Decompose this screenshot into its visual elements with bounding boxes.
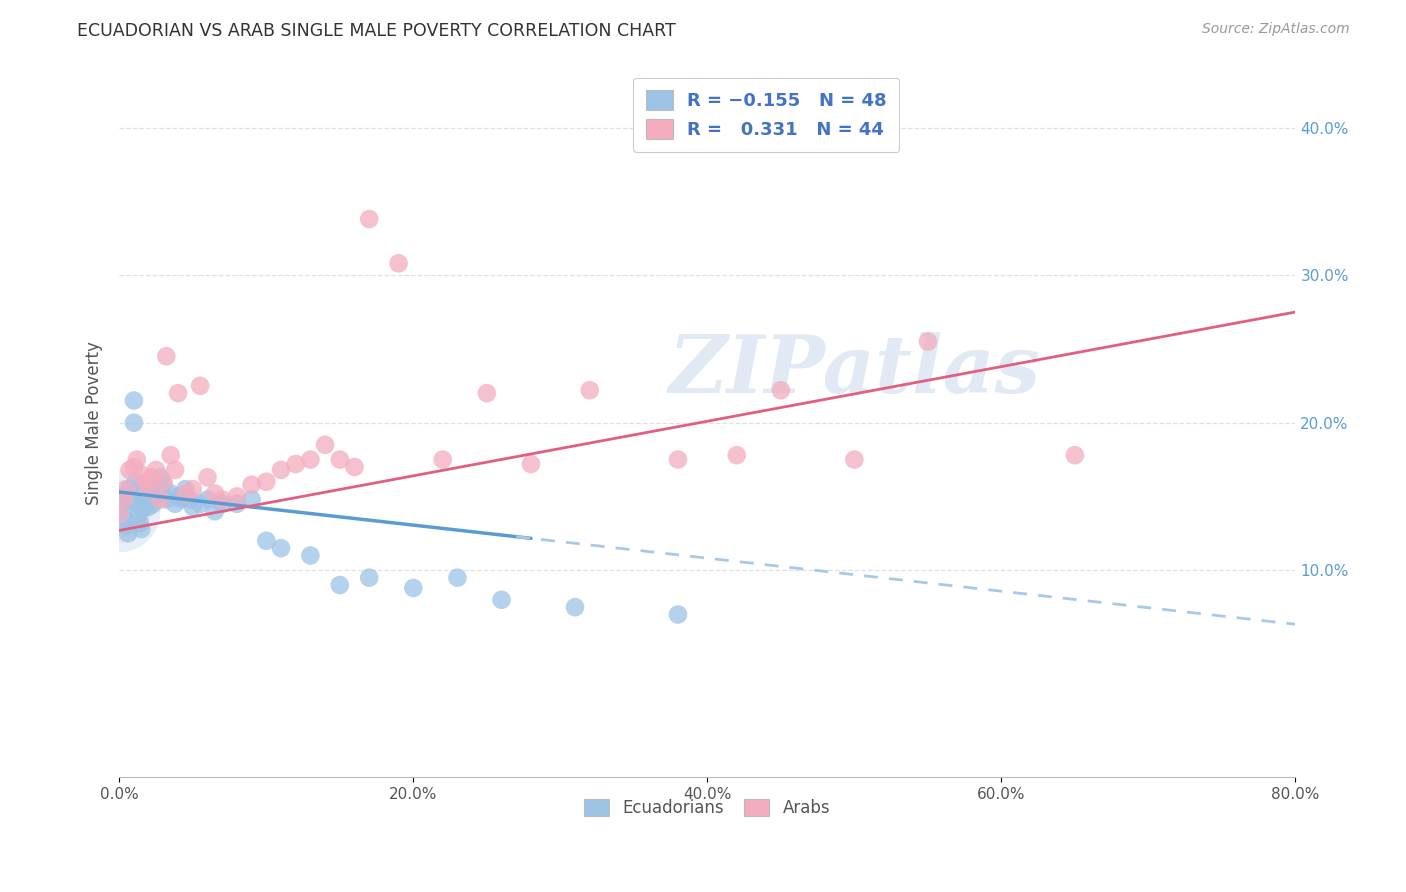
Point (284, 457, 307, 471)
Point (181, 500, 204, 514)
Point (114, 511, 136, 525)
Point (125, 497, 148, 511)
Point (167, 490, 190, 504)
Point (159, 486, 181, 500)
Point (174, 486, 197, 500)
Point (254, 533, 277, 548)
Point (359, 212, 381, 227)
Point (165, 463, 187, 477)
Point (329, 578, 352, 592)
Point (666, 452, 689, 467)
Point (149, 492, 172, 507)
Point (135, 482, 157, 496)
Point (167, 386, 190, 401)
Point (270, 541, 292, 555)
Text: ECUADORIAN VS ARAB SINGLE MALE POVERTY CORRELATION CHART: ECUADORIAN VS ARAB SINGLE MALE POVERTY C… (77, 22, 676, 40)
Point (135, 475, 157, 489)
Text: Source: ZipAtlas.com: Source: ZipAtlas.com (1202, 22, 1350, 37)
Point (917, 334, 939, 349)
Point (578, 383, 600, 397)
Point (240, 492, 263, 507)
Point (402, 581, 425, 595)
Point (145, 490, 167, 504)
Point (120, 492, 142, 507)
Point (115, 482, 138, 496)
Point (131, 522, 153, 536)
Point (111, 497, 134, 511)
Point (329, 452, 352, 467)
Point (112, 492, 135, 507)
Point (138, 500, 160, 514)
Point (127, 507, 149, 521)
Point (142, 497, 165, 511)
Y-axis label: Single Male Poverty: Single Male Poverty (86, 341, 103, 505)
Point (174, 482, 197, 496)
Point (124, 475, 146, 489)
Point (152, 477, 174, 491)
Legend: Ecuadorians, Arabs: Ecuadorians, Arabs (576, 790, 838, 825)
Point (117, 526, 139, 541)
Point (197, 470, 219, 484)
Point (155, 492, 177, 507)
Point (725, 448, 748, 462)
Point (564, 600, 586, 615)
Point (225, 497, 247, 511)
Point (108, 504, 131, 518)
Text: ZIPatlas: ZIPatlas (668, 333, 1040, 409)
Point (299, 452, 322, 467)
Point (132, 501, 155, 516)
Point (211, 492, 233, 507)
Point (108, 504, 131, 518)
Point (108, 504, 131, 518)
Point (170, 492, 193, 507)
Point (359, 571, 381, 585)
Point (112, 490, 135, 504)
Point (122, 460, 145, 475)
Point (122, 393, 145, 408)
Point (159, 448, 181, 462)
Point (197, 492, 219, 507)
Point (1064, 448, 1087, 462)
Point (491, 592, 513, 607)
Point (141, 470, 163, 484)
Point (118, 482, 141, 496)
Point (141, 482, 163, 496)
Point (432, 452, 454, 467)
Point (314, 438, 336, 452)
Point (270, 463, 292, 477)
Point (844, 452, 866, 467)
Point (181, 482, 204, 496)
Point (145, 463, 167, 477)
Point (155, 349, 177, 363)
Point (149, 470, 172, 484)
Point (666, 607, 689, 622)
Point (165, 497, 187, 511)
Point (128, 516, 150, 530)
Point (152, 475, 174, 489)
Point (240, 477, 263, 491)
Point (446, 571, 468, 585)
Point (138, 482, 160, 496)
Point (254, 475, 277, 489)
Point (211, 497, 233, 511)
Point (108, 507, 131, 521)
Point (204, 486, 226, 500)
Point (299, 549, 322, 563)
Point (225, 490, 247, 504)
Point (179, 492, 201, 507)
Point (520, 457, 543, 471)
Point (115, 519, 138, 533)
Point (388, 256, 411, 270)
Point (125, 452, 148, 467)
Point (118, 463, 141, 477)
Point (204, 504, 226, 518)
Point (343, 460, 366, 475)
Point (188, 379, 211, 393)
Point (131, 467, 153, 482)
Point (769, 383, 792, 397)
Point (475, 386, 498, 401)
Point (122, 416, 145, 430)
Point (136, 492, 159, 507)
Point (188, 497, 211, 511)
